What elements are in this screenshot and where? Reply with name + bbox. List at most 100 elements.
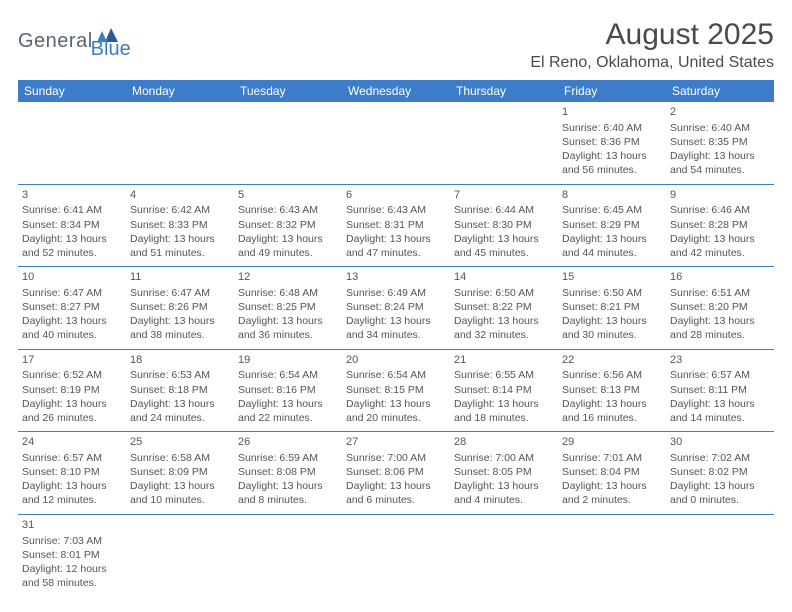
calendar-cell: 20Sunrise: 6:54 AMSunset: 8:15 PMDayligh… bbox=[342, 350, 450, 432]
daylight-text: Daylight: 13 hours bbox=[562, 479, 662, 493]
day-number: 24 bbox=[22, 435, 122, 450]
sunrise-text: Sunrise: 6:42 AM bbox=[130, 203, 230, 217]
calendar-cell: 11Sunrise: 6:47 AMSunset: 8:26 PMDayligh… bbox=[126, 267, 234, 349]
daylight-text: Daylight: 13 hours bbox=[670, 314, 770, 328]
sunrise-text: Sunrise: 6:40 AM bbox=[562, 121, 662, 135]
sunrise-text: Sunrise: 6:54 AM bbox=[238, 368, 338, 382]
sunset-text: Sunset: 8:28 PM bbox=[670, 218, 770, 232]
calendar-cell-empty bbox=[342, 102, 450, 184]
day-number: 28 bbox=[454, 435, 554, 450]
sunset-text: Sunset: 8:22 PM bbox=[454, 300, 554, 314]
sunrise-text: Sunrise: 6:43 AM bbox=[346, 203, 446, 217]
sunset-text: Sunset: 8:11 PM bbox=[670, 383, 770, 397]
daylight-text: and 22 minutes. bbox=[238, 411, 338, 425]
calendar-cell: 9Sunrise: 6:46 AMSunset: 8:28 PMDaylight… bbox=[666, 185, 774, 267]
sunset-text: Sunset: 8:32 PM bbox=[238, 218, 338, 232]
calendar-cell: 12Sunrise: 6:48 AMSunset: 8:25 PMDayligh… bbox=[234, 267, 342, 349]
calendar-row: 17Sunrise: 6:52 AMSunset: 8:19 PMDayligh… bbox=[18, 350, 774, 433]
day-number: 16 bbox=[670, 270, 770, 285]
daylight-text: and 6 minutes. bbox=[346, 493, 446, 507]
calendar-cell: 21Sunrise: 6:55 AMSunset: 8:14 PMDayligh… bbox=[450, 350, 558, 432]
title-block: August 2025 El Reno, Oklahoma, United St… bbox=[530, 18, 774, 72]
calendar-cell-empty bbox=[234, 102, 342, 184]
day-number: 12 bbox=[238, 270, 338, 285]
daylight-text: Daylight: 12 hours bbox=[22, 562, 122, 576]
daylight-text: and 34 minutes. bbox=[346, 328, 446, 342]
daylight-text: and 24 minutes. bbox=[130, 411, 230, 425]
sunset-text: Sunset: 8:18 PM bbox=[130, 383, 230, 397]
calendar-cell: 25Sunrise: 6:58 AMSunset: 8:09 PMDayligh… bbox=[126, 432, 234, 514]
sunrise-text: Sunrise: 6:48 AM bbox=[238, 286, 338, 300]
day-number: 17 bbox=[22, 353, 122, 368]
daylight-text: Daylight: 13 hours bbox=[670, 479, 770, 493]
calendar-cell-empty bbox=[126, 515, 234, 597]
daylight-text: Daylight: 13 hours bbox=[22, 232, 122, 246]
daylight-text: and 40 minutes. bbox=[22, 328, 122, 342]
daylight-text: Daylight: 13 hours bbox=[454, 314, 554, 328]
calendar-cell: 4Sunrise: 6:42 AMSunset: 8:33 PMDaylight… bbox=[126, 185, 234, 267]
daylight-text: and 42 minutes. bbox=[670, 246, 770, 260]
daylight-text: and 47 minutes. bbox=[346, 246, 446, 260]
daylight-text: and 56 minutes. bbox=[562, 163, 662, 177]
sunrise-text: Sunrise: 6:54 AM bbox=[346, 368, 446, 382]
daylight-text: Daylight: 13 hours bbox=[346, 314, 446, 328]
day-number: 14 bbox=[454, 270, 554, 285]
day-number: 20 bbox=[346, 353, 446, 368]
day-header: Tuesday bbox=[234, 80, 342, 102]
day-number: 4 bbox=[130, 188, 230, 203]
daylight-text: Daylight: 13 hours bbox=[346, 397, 446, 411]
daylight-text: and 45 minutes. bbox=[454, 246, 554, 260]
sunrise-text: Sunrise: 6:58 AM bbox=[130, 451, 230, 465]
sunrise-text: Sunrise: 6:47 AM bbox=[22, 286, 122, 300]
sunrise-text: Sunrise: 6:45 AM bbox=[562, 203, 662, 217]
day-number: 7 bbox=[454, 188, 554, 203]
sunset-text: Sunset: 8:34 PM bbox=[22, 218, 122, 232]
calendar-cell: 24Sunrise: 6:57 AMSunset: 8:10 PMDayligh… bbox=[18, 432, 126, 514]
sunset-text: Sunset: 8:02 PM bbox=[670, 465, 770, 479]
day-number: 13 bbox=[346, 270, 446, 285]
daylight-text: Daylight: 13 hours bbox=[670, 232, 770, 246]
day-number: 2 bbox=[670, 105, 770, 120]
sunset-text: Sunset: 8:24 PM bbox=[346, 300, 446, 314]
sunset-text: Sunset: 8:21 PM bbox=[562, 300, 662, 314]
daylight-text: and 4 minutes. bbox=[454, 493, 554, 507]
day-number: 18 bbox=[130, 353, 230, 368]
daylight-text: Daylight: 13 hours bbox=[130, 232, 230, 246]
calendar-cell: 18Sunrise: 6:53 AMSunset: 8:18 PMDayligh… bbox=[126, 350, 234, 432]
daylight-text: Daylight: 13 hours bbox=[130, 397, 230, 411]
calendar-row: 1Sunrise: 6:40 AMSunset: 8:36 PMDaylight… bbox=[18, 102, 774, 185]
day-header: Wednesday bbox=[342, 80, 450, 102]
calendar-cell-empty bbox=[342, 515, 450, 597]
sunset-text: Sunset: 8:16 PM bbox=[238, 383, 338, 397]
sunrise-text: Sunrise: 6:49 AM bbox=[346, 286, 446, 300]
daylight-text: and 38 minutes. bbox=[130, 328, 230, 342]
daylight-text: and 54 minutes. bbox=[670, 163, 770, 177]
sunset-text: Sunset: 8:36 PM bbox=[562, 135, 662, 149]
logo: General Blue bbox=[18, 18, 159, 55]
sunrise-text: Sunrise: 6:46 AM bbox=[670, 203, 770, 217]
calendar-cell: 19Sunrise: 6:54 AMSunset: 8:16 PMDayligh… bbox=[234, 350, 342, 432]
calendar-cell: 16Sunrise: 6:51 AMSunset: 8:20 PMDayligh… bbox=[666, 267, 774, 349]
daylight-text: Daylight: 13 hours bbox=[238, 232, 338, 246]
calendar-row: 10Sunrise: 6:47 AMSunset: 8:27 PMDayligh… bbox=[18, 267, 774, 350]
day-number: 29 bbox=[562, 435, 662, 450]
daylight-text: and 44 minutes. bbox=[562, 246, 662, 260]
calendar-cell-empty bbox=[666, 515, 774, 597]
sunrise-text: Sunrise: 6:57 AM bbox=[670, 368, 770, 382]
day-number: 11 bbox=[130, 270, 230, 285]
sunrise-text: Sunrise: 6:43 AM bbox=[238, 203, 338, 217]
day-header: Monday bbox=[126, 80, 234, 102]
daylight-text: Daylight: 13 hours bbox=[670, 149, 770, 163]
calendar-row: 3Sunrise: 6:41 AMSunset: 8:34 PMDaylight… bbox=[18, 185, 774, 268]
daylight-text: and 26 minutes. bbox=[22, 411, 122, 425]
sunrise-text: Sunrise: 6:50 AM bbox=[454, 286, 554, 300]
calendar-cell-empty bbox=[18, 102, 126, 184]
calendar-cell-empty bbox=[558, 515, 666, 597]
daylight-text: Daylight: 13 hours bbox=[562, 149, 662, 163]
day-number: 26 bbox=[238, 435, 338, 450]
daylight-text: and 28 minutes. bbox=[670, 328, 770, 342]
sunrise-text: Sunrise: 6:47 AM bbox=[130, 286, 230, 300]
daylight-text: and 49 minutes. bbox=[238, 246, 338, 260]
day-header: Thursday bbox=[450, 80, 558, 102]
sunset-text: Sunset: 8:15 PM bbox=[346, 383, 446, 397]
